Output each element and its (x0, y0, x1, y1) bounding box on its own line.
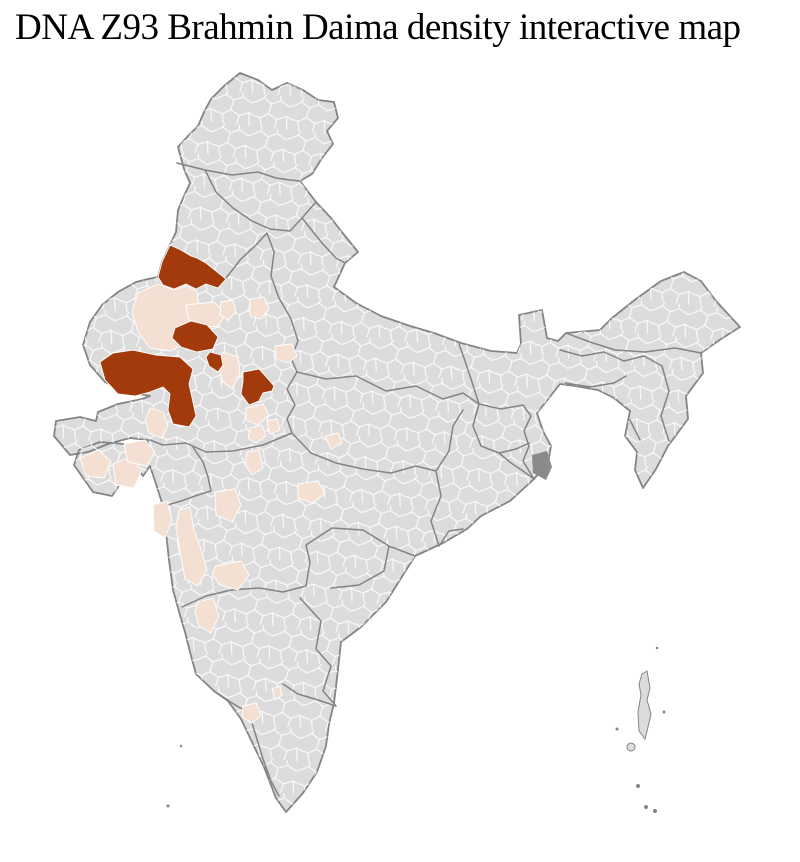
island[interactable] (166, 804, 170, 808)
island[interactable] (655, 646, 659, 650)
district-low-density[interactable] (249, 296, 270, 320)
island[interactable] (615, 727, 619, 731)
island[interactable] (662, 710, 666, 714)
high-density-districts (99, 244, 275, 428)
state-borders (149, 162, 702, 797)
district-low-density[interactable] (241, 702, 262, 724)
island[interactable] (637, 670, 652, 741)
island[interactable] (653, 809, 657, 813)
district-high-density[interactable] (205, 351, 224, 373)
lakshadweep-islands (166, 744, 183, 808)
district-low-density[interactable] (79, 449, 112, 479)
district-low-density[interactable] (194, 597, 220, 634)
district-high-density[interactable] (171, 320, 219, 353)
district-low-density[interactable] (324, 432, 343, 450)
low-density-districts (79, 283, 343, 724)
district-low-density[interactable] (266, 418, 281, 435)
district-mesh-overlay (54, 73, 740, 812)
district-low-density[interactable] (211, 560, 250, 591)
district-low-density[interactable] (247, 424, 267, 444)
district-low-density[interactable] (185, 301, 227, 329)
district-low-density[interactable] (175, 506, 208, 587)
district-low-density[interactable] (144, 407, 169, 439)
district-high-density[interactable] (240, 368, 275, 406)
map-title: DNA Z93 Brahmin Daima density interactiv… (15, 7, 741, 48)
district-low-density[interactable] (214, 488, 242, 523)
district-low-density[interactable] (245, 403, 270, 426)
andaman-nicobar-islands (615, 646, 666, 813)
district-high-density[interactable] (99, 349, 197, 428)
island[interactable] (644, 805, 648, 809)
district-low-density[interactable] (297, 480, 326, 504)
island[interactable] (179, 744, 183, 748)
district-low-density[interactable] (274, 343, 298, 364)
district-low-density[interactable] (219, 299, 237, 321)
district-low-density[interactable] (271, 685, 283, 701)
island[interactable] (626, 742, 636, 752)
district-high-density[interactable] (157, 244, 227, 290)
island[interactable] (636, 784, 640, 788)
district-low-density[interactable] (123, 439, 156, 467)
sundarbans-delta-patch (532, 451, 552, 480)
district-low-density[interactable] (244, 449, 264, 476)
district-low-density[interactable] (152, 500, 173, 539)
